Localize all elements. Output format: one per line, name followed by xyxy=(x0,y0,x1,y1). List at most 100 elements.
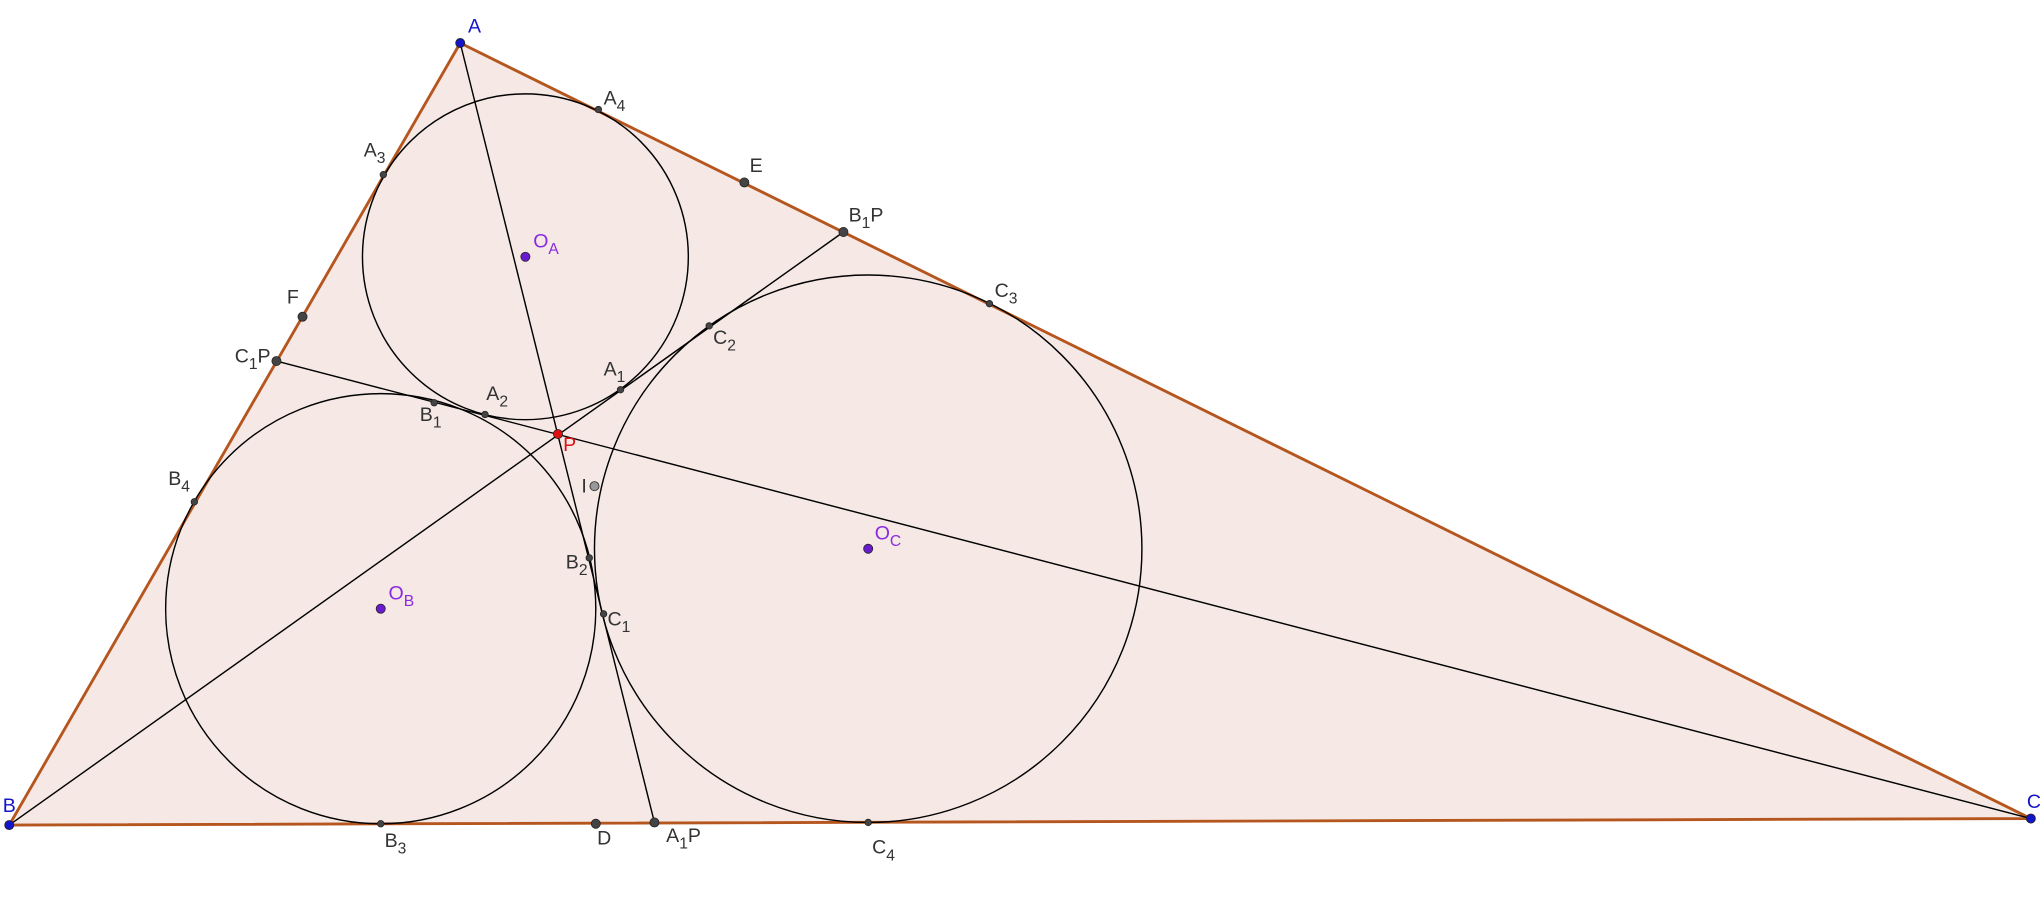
point xyxy=(594,105,603,114)
triangle xyxy=(6,41,2032,827)
point xyxy=(553,429,563,439)
point xyxy=(297,311,308,322)
point xyxy=(705,322,713,330)
label-name: A xyxy=(604,87,617,109)
label-sub: B xyxy=(404,593,414,610)
point-label: B xyxy=(3,795,16,817)
point xyxy=(864,818,872,827)
label-name: A xyxy=(604,358,617,380)
point xyxy=(379,171,387,179)
point-label: A xyxy=(468,16,481,38)
label-suffix: P xyxy=(870,205,883,227)
point-label: B3 xyxy=(385,830,407,858)
circle-a xyxy=(361,93,690,421)
point-label: A1 xyxy=(604,358,626,386)
point xyxy=(455,38,466,48)
point-label: C4 xyxy=(872,837,895,865)
label-sub: 2 xyxy=(579,562,588,579)
label-name: C xyxy=(608,609,622,631)
label-name: B xyxy=(420,404,433,426)
cevian-c xyxy=(276,360,2032,820)
label-name: I xyxy=(581,476,586,498)
point-label: B2 xyxy=(566,551,588,579)
label-sub: 2 xyxy=(499,394,508,411)
point-label: C1P xyxy=(235,345,271,373)
label-sub: 1 xyxy=(433,415,442,432)
label-sub: 1 xyxy=(622,619,631,636)
label-name: F xyxy=(287,287,299,309)
label-sub: 1 xyxy=(679,836,688,853)
label-suffix: P xyxy=(258,345,271,367)
label-sub: 4 xyxy=(617,98,626,115)
point-label: F xyxy=(287,287,299,309)
point-label: A1P xyxy=(666,825,701,853)
point-label: A3 xyxy=(364,139,386,167)
label-name: D xyxy=(597,828,611,850)
label-suffix: P xyxy=(688,825,701,847)
point-label: OB xyxy=(389,583,415,611)
label-name: A xyxy=(468,16,481,38)
point xyxy=(377,820,385,828)
point xyxy=(616,386,625,394)
point-label: C1 xyxy=(608,609,631,637)
label-name: B xyxy=(566,551,579,573)
label-name: P xyxy=(563,434,576,456)
point xyxy=(739,177,750,188)
point xyxy=(590,818,601,829)
label-name: O xyxy=(533,231,548,253)
point-label: A2 xyxy=(486,383,508,411)
point xyxy=(599,610,608,618)
point xyxy=(838,227,849,237)
point-label: P xyxy=(563,434,576,456)
point xyxy=(2025,813,2036,824)
label-sub: 1 xyxy=(617,369,626,386)
point-label: I xyxy=(581,476,586,498)
points: AB CA4EB1PC3A3FC1PB4OAOBOCB1A2A1C2PIB2C1B… xyxy=(3,16,2041,865)
point-label: B1P xyxy=(849,205,884,233)
label-name: C xyxy=(235,345,249,367)
label-sub: 1 xyxy=(862,215,871,232)
point-label: D xyxy=(597,828,611,850)
label-name: C xyxy=(2027,791,2041,813)
label-sub: A xyxy=(548,241,559,258)
point-label: B4 xyxy=(168,468,190,496)
label-name: C xyxy=(713,327,727,349)
label-name: A xyxy=(666,825,679,847)
point-label: A4 xyxy=(604,87,626,115)
point xyxy=(375,603,386,614)
label-name: C xyxy=(995,280,1009,302)
point-label: OA xyxy=(533,231,559,259)
point xyxy=(589,481,600,492)
label-sub: 3 xyxy=(398,841,407,858)
point-label: OC xyxy=(875,523,902,551)
label-sub: 3 xyxy=(1009,291,1018,308)
label-name: O xyxy=(389,583,404,605)
label-name: B xyxy=(385,830,398,852)
label-name: B xyxy=(849,205,862,227)
label-sub: 4 xyxy=(181,478,190,495)
point xyxy=(481,410,489,419)
label-name: O xyxy=(875,523,890,545)
cevian-b xyxy=(8,231,844,826)
point-label: C2 xyxy=(713,327,736,355)
point xyxy=(985,300,994,308)
point xyxy=(863,543,874,554)
point xyxy=(190,498,198,506)
label-sub: 1 xyxy=(249,356,258,373)
label-sub: 2 xyxy=(727,338,736,355)
label-sub: C xyxy=(890,533,901,550)
label-name: B xyxy=(168,468,181,490)
label-sub: 3 xyxy=(377,150,386,167)
point xyxy=(4,820,15,831)
point xyxy=(430,399,438,407)
point xyxy=(585,554,593,562)
label-name: E xyxy=(750,155,763,177)
label-name: A xyxy=(486,383,499,405)
point-label: C xyxy=(2027,791,2041,813)
label-name: C xyxy=(872,837,886,859)
label-sub: 4 xyxy=(886,847,895,864)
point xyxy=(649,817,660,828)
label-name: B xyxy=(3,795,16,817)
